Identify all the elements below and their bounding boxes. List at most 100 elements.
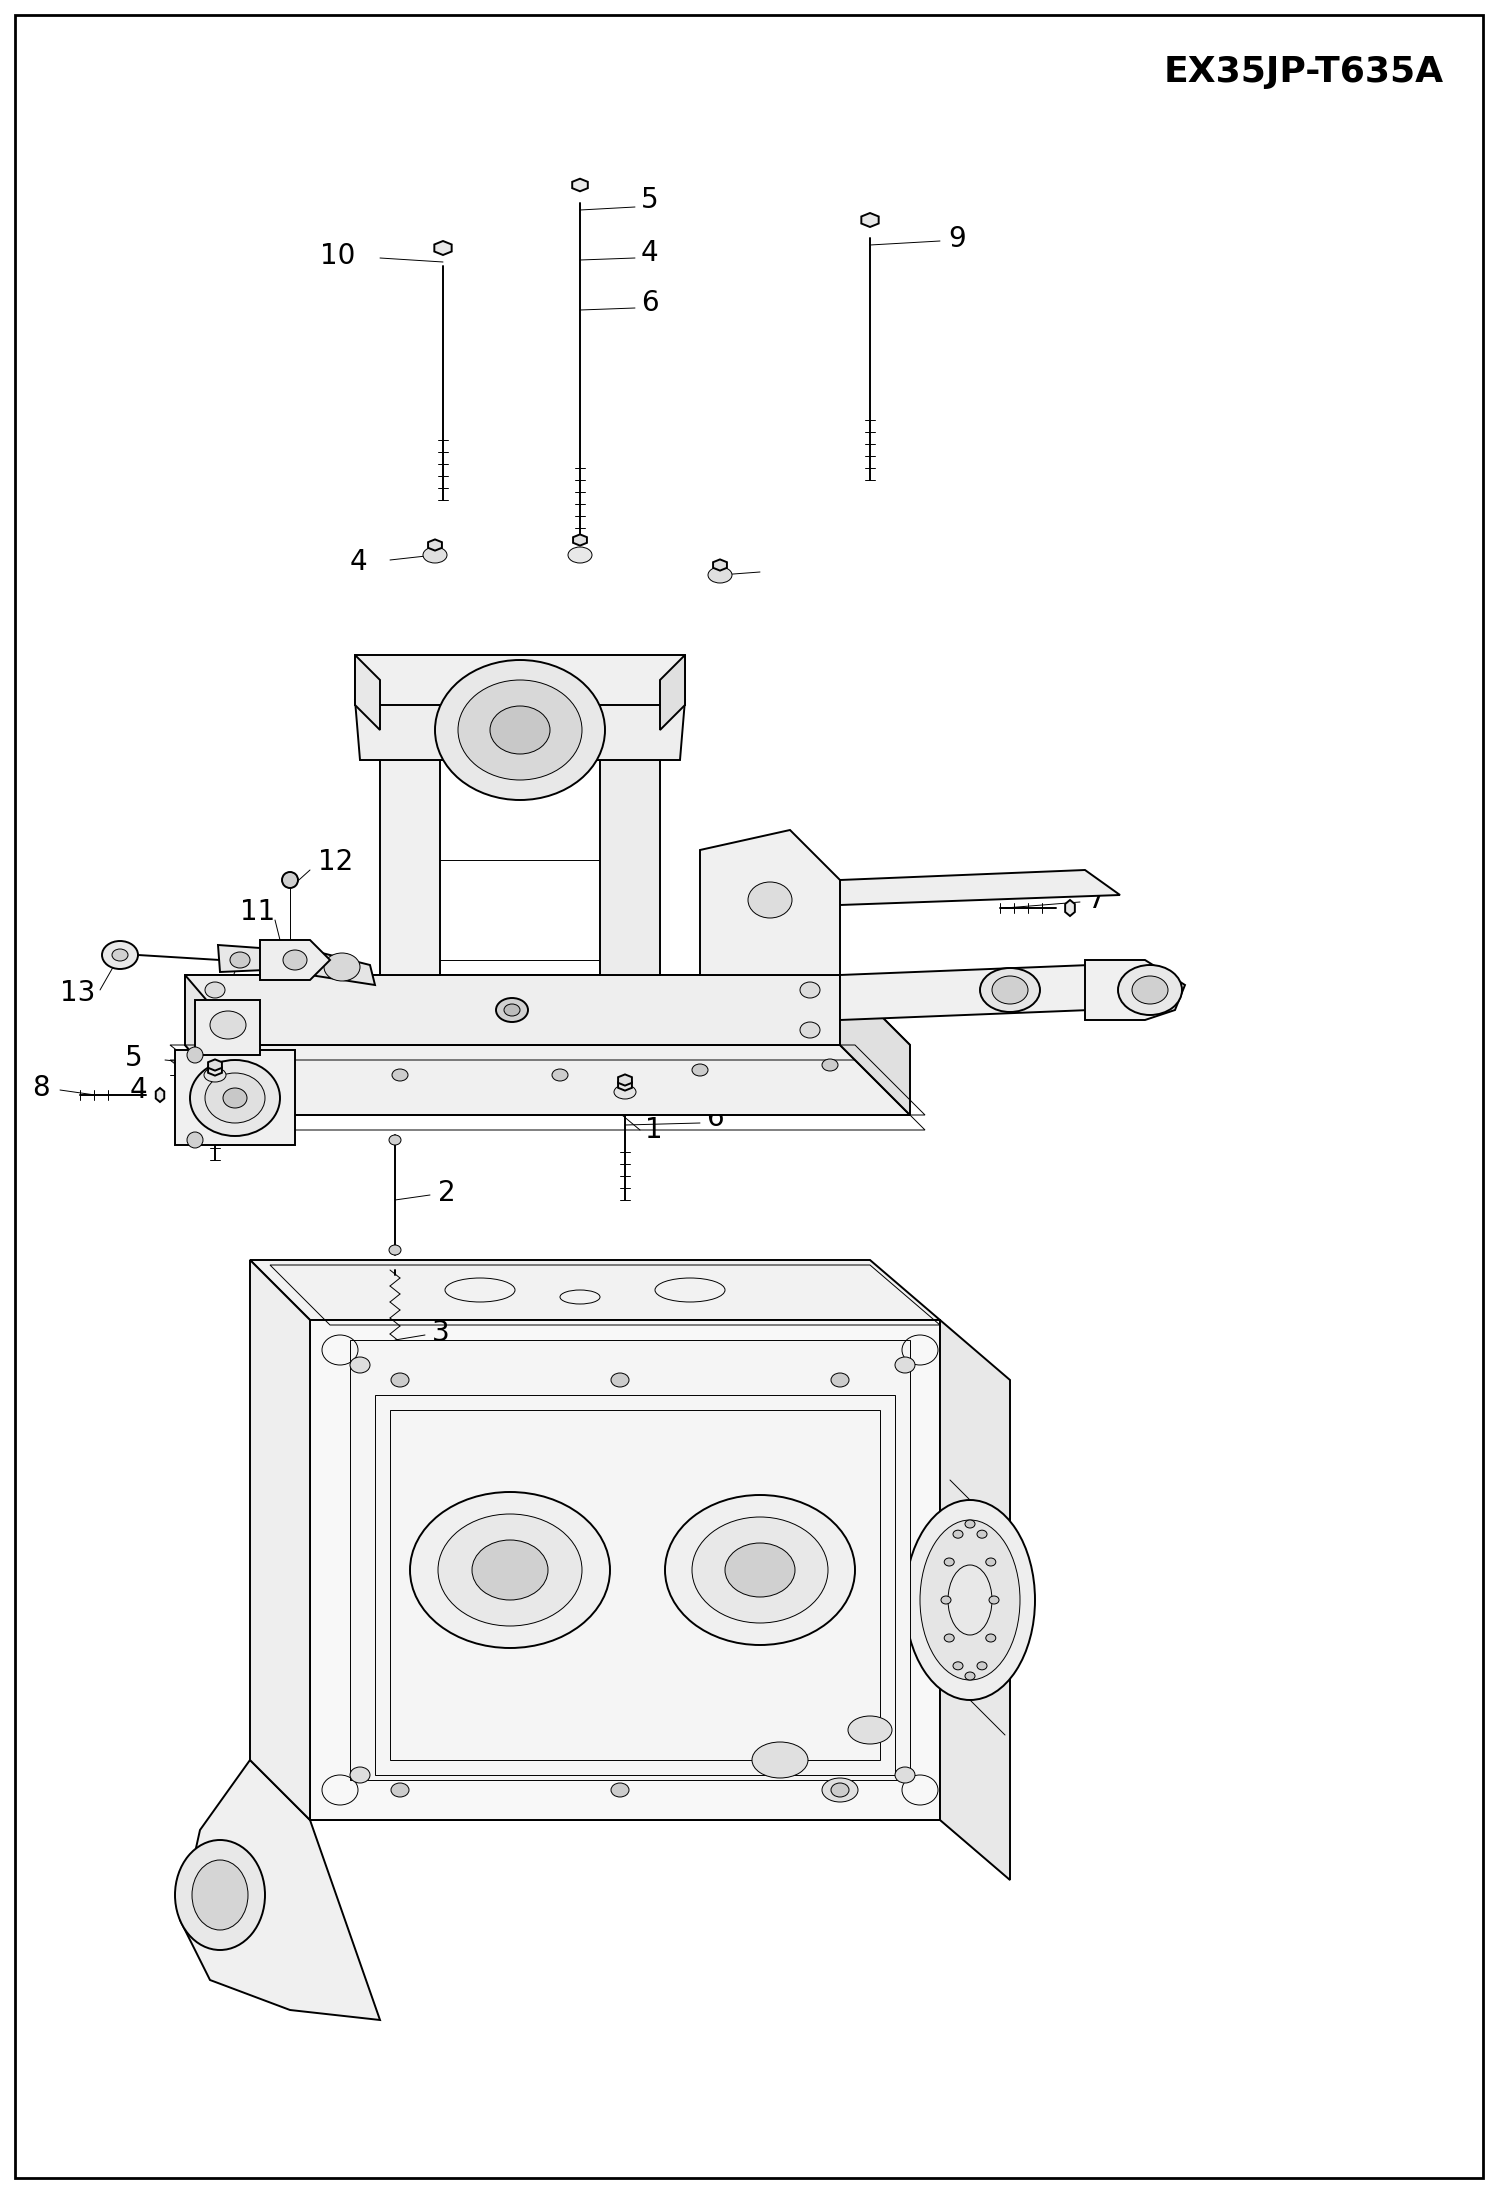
Text: 3: 3 — [431, 1318, 449, 1347]
Ellipse shape — [437, 1513, 583, 1625]
Ellipse shape — [848, 1715, 891, 1743]
Text: 11: 11 — [240, 897, 276, 925]
Ellipse shape — [503, 1004, 520, 1015]
Text: 4: 4 — [641, 239, 659, 268]
Polygon shape — [941, 1320, 1010, 1879]
Ellipse shape — [410, 1491, 610, 1647]
Ellipse shape — [692, 1518, 828, 1623]
Ellipse shape — [205, 1022, 225, 1037]
Ellipse shape — [977, 1531, 987, 1537]
Ellipse shape — [953, 1662, 963, 1669]
Ellipse shape — [977, 1662, 987, 1669]
Polygon shape — [700, 829, 840, 976]
Ellipse shape — [551, 1068, 568, 1081]
Ellipse shape — [953, 1531, 963, 1537]
Polygon shape — [261, 941, 330, 980]
Ellipse shape — [965, 1520, 975, 1529]
Ellipse shape — [392, 1068, 407, 1081]
Polygon shape — [355, 700, 685, 761]
Ellipse shape — [709, 568, 733, 583]
Polygon shape — [250, 1261, 941, 1320]
Ellipse shape — [752, 1741, 807, 1779]
Ellipse shape — [986, 1634, 996, 1643]
Ellipse shape — [223, 1088, 247, 1107]
Polygon shape — [840, 976, 909, 1114]
Polygon shape — [156, 1088, 165, 1103]
Text: 4: 4 — [130, 1077, 148, 1103]
Ellipse shape — [1132, 976, 1168, 1004]
Text: 5: 5 — [124, 1044, 142, 1072]
Polygon shape — [661, 656, 685, 730]
Ellipse shape — [262, 1064, 279, 1077]
Ellipse shape — [192, 1860, 249, 1930]
Polygon shape — [840, 965, 1121, 1020]
Text: 12: 12 — [318, 849, 354, 875]
Ellipse shape — [986, 1557, 996, 1566]
Ellipse shape — [434, 660, 605, 800]
Polygon shape — [355, 656, 685, 704]
Polygon shape — [184, 976, 840, 1046]
Ellipse shape — [944, 1634, 954, 1643]
Bar — [389, 1410, 879, 1761]
Polygon shape — [184, 976, 909, 1046]
Ellipse shape — [490, 706, 550, 754]
Polygon shape — [601, 761, 661, 976]
Ellipse shape — [800, 982, 819, 998]
Polygon shape — [184, 1046, 909, 1114]
Polygon shape — [619, 1079, 632, 1090]
Ellipse shape — [822, 1059, 837, 1070]
Text: 7: 7 — [1088, 886, 1106, 914]
Ellipse shape — [965, 1671, 975, 1680]
Polygon shape — [250, 1261, 310, 1820]
Ellipse shape — [989, 1597, 999, 1603]
Ellipse shape — [102, 941, 138, 969]
Polygon shape — [208, 1064, 222, 1075]
Ellipse shape — [894, 1768, 915, 1783]
Text: 10: 10 — [321, 241, 355, 270]
Polygon shape — [355, 656, 380, 730]
Polygon shape — [840, 871, 1121, 906]
Text: EX35JP-T635A: EX35JP-T635A — [1164, 55, 1443, 90]
Ellipse shape — [692, 1064, 709, 1077]
Ellipse shape — [389, 1136, 401, 1145]
Ellipse shape — [472, 1539, 548, 1601]
Polygon shape — [380, 761, 440, 976]
Ellipse shape — [422, 546, 446, 564]
Polygon shape — [574, 535, 587, 546]
Ellipse shape — [496, 998, 527, 1022]
Polygon shape — [195, 1000, 261, 1055]
Polygon shape — [713, 559, 727, 570]
Ellipse shape — [282, 873, 298, 888]
Ellipse shape — [748, 882, 792, 919]
Ellipse shape — [992, 976, 1028, 1004]
Polygon shape — [1085, 961, 1185, 1020]
Text: 8: 8 — [31, 1075, 49, 1103]
Ellipse shape — [389, 1246, 401, 1254]
Ellipse shape — [1118, 965, 1182, 1015]
Ellipse shape — [112, 950, 127, 961]
Polygon shape — [310, 950, 374, 985]
Polygon shape — [250, 1761, 941, 1820]
Polygon shape — [861, 213, 879, 228]
Ellipse shape — [948, 1566, 992, 1636]
Ellipse shape — [941, 1597, 951, 1603]
Ellipse shape — [611, 1373, 629, 1386]
Ellipse shape — [611, 1783, 629, 1796]
Polygon shape — [184, 976, 246, 1114]
Ellipse shape — [905, 1500, 1035, 1700]
Ellipse shape — [190, 1059, 280, 1136]
Ellipse shape — [568, 546, 592, 564]
Text: 1: 1 — [646, 1116, 662, 1145]
Polygon shape — [219, 945, 265, 971]
Text: 6: 6 — [706, 1103, 724, 1132]
Polygon shape — [428, 539, 442, 550]
Ellipse shape — [175, 1840, 265, 1950]
Polygon shape — [434, 241, 452, 254]
Bar — [374, 1395, 894, 1774]
Polygon shape — [310, 1320, 941, 1820]
Polygon shape — [175, 1050, 295, 1145]
Ellipse shape — [831, 1783, 849, 1796]
Ellipse shape — [205, 1072, 265, 1123]
Ellipse shape — [831, 1373, 849, 1386]
Ellipse shape — [231, 952, 250, 967]
